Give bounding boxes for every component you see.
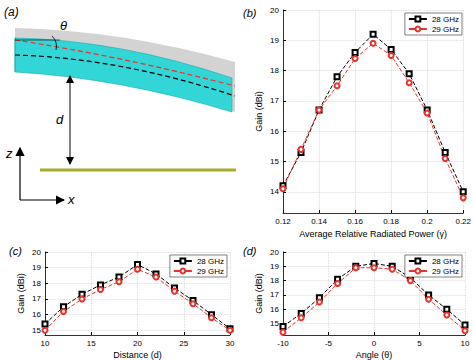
svg-text:0.16: 0.16	[347, 217, 363, 226]
svg-text:28 GHz: 28 GHz	[197, 257, 224, 266]
svg-text:(a): (a)	[4, 5, 19, 19]
svg-text:10: 10	[41, 339, 50, 348]
svg-text:0.18: 0.18	[383, 217, 399, 226]
svg-text:Gain (dBi): Gain (dBi)	[254, 91, 264, 132]
svg-text:0.14: 0.14	[311, 217, 327, 226]
svg-text:10: 10	[461, 339, 470, 348]
svg-text:30: 30	[226, 339, 235, 348]
svg-text:19: 19	[32, 263, 41, 272]
svg-text:0.2: 0.2	[422, 217, 434, 226]
svg-text:z: z	[5, 146, 13, 161]
svg-text:19: 19	[270, 36, 279, 45]
svg-text:0.12: 0.12	[275, 217, 291, 226]
svg-text:Distance (d): Distance (d)	[113, 350, 162, 360]
svg-text:18: 18	[32, 279, 41, 288]
svg-text:14: 14	[270, 187, 279, 196]
svg-text:15: 15	[270, 319, 279, 328]
svg-text:16: 16	[270, 127, 279, 136]
svg-text:28 GHz: 28 GHz	[432, 257, 459, 266]
svg-text:x: x	[67, 192, 75, 207]
svg-text:(b): (b)	[243, 7, 257, 19]
svg-text:Average Relative Radiated Powe: Average Relative Radiated Power (γ)	[299, 229, 447, 239]
svg-text:Angle (θ): Angle (θ)	[356, 350, 393, 360]
svg-text:20: 20	[133, 339, 142, 348]
svg-text:29 GHz: 29 GHz	[197, 267, 224, 276]
svg-text:16: 16	[32, 310, 41, 319]
svg-text:19: 19	[270, 262, 279, 271]
svg-text:18: 18	[270, 276, 279, 285]
svg-text:θ: θ	[60, 18, 67, 33]
svg-text:15: 15	[270, 157, 279, 166]
svg-text:18: 18	[270, 66, 279, 75]
svg-text:17: 17	[270, 290, 279, 299]
svg-text:20: 20	[270, 6, 279, 15]
svg-text:20: 20	[32, 248, 41, 257]
svg-text:29 GHz: 29 GHz	[432, 267, 459, 276]
svg-text:17: 17	[32, 294, 41, 303]
svg-text:Gain (dBi): Gain (dBi)	[16, 273, 26, 314]
svg-text:25: 25	[179, 339, 188, 348]
svg-text:0.22: 0.22	[455, 217, 471, 226]
svg-text:5: 5	[417, 339, 422, 348]
svg-text:29 GHz: 29 GHz	[432, 25, 459, 34]
svg-text:d: d	[56, 112, 64, 127]
svg-text:0: 0	[372, 339, 377, 348]
svg-text:20: 20	[270, 248, 279, 257]
svg-text:17: 17	[270, 96, 279, 105]
svg-text:28 GHz: 28 GHz	[432, 15, 459, 24]
svg-text:Gain (dBi): Gain (dBi)	[254, 273, 264, 314]
svg-text:-5: -5	[325, 339, 333, 348]
svg-text:16: 16	[270, 305, 279, 314]
svg-text:15: 15	[32, 326, 41, 335]
svg-text:15: 15	[87, 339, 96, 348]
svg-text:(d): (d)	[243, 245, 257, 257]
svg-text:(c): (c)	[9, 245, 22, 257]
svg-text:-10: -10	[277, 339, 289, 348]
